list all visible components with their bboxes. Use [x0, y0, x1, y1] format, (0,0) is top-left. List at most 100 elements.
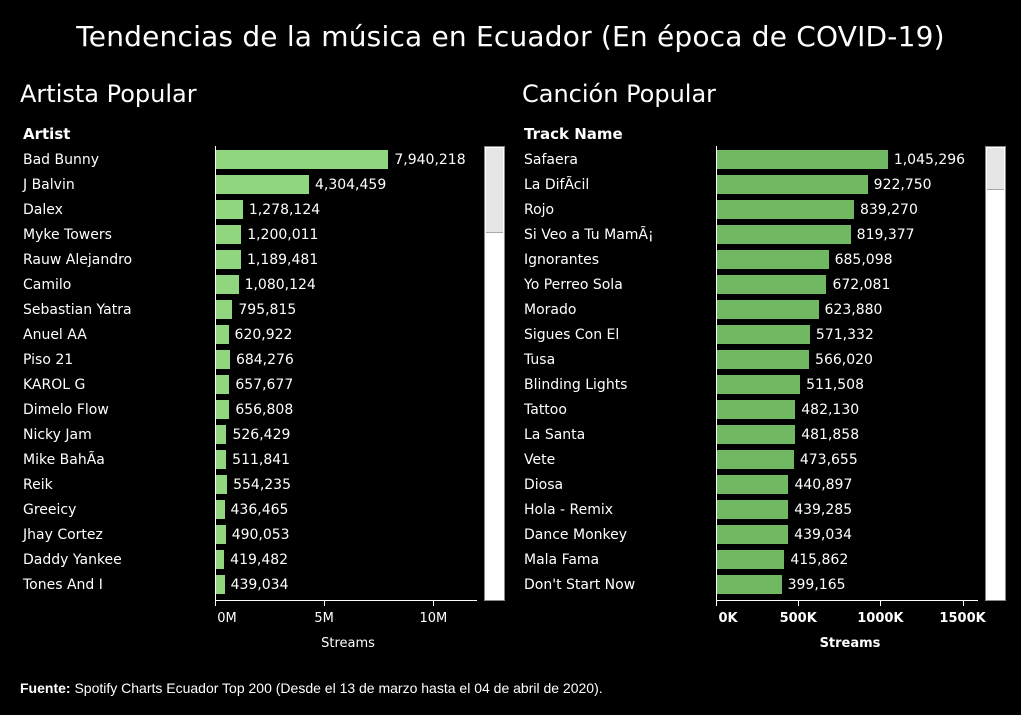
track-category-label: La DifÃcil — [524, 176, 590, 193]
track-bar-value-label: 415,862 — [790, 551, 849, 568]
track-bar[interactable] — [717, 350, 810, 369]
track-bar-value-label: 672,081 — [832, 276, 891, 293]
artist-bar[interactable] — [216, 200, 243, 219]
track-bar[interactable] — [717, 300, 819, 319]
artist-bar-value-label: 4,304,459 — [314, 176, 387, 193]
source-label: Fuente: — [20, 680, 71, 696]
artist-bar-value-label: 419,482 — [230, 551, 289, 568]
track-bar[interactable] — [717, 450, 794, 469]
artist-bar[interactable] — [216, 475, 228, 494]
track-x-axis-title: Streams — [819, 636, 881, 651]
track-bar[interactable] — [717, 550, 785, 569]
track-category-label: Blinding Lights — [524, 376, 628, 393]
track-bar[interactable] — [717, 325, 810, 344]
artist-scrollbar-thumb[interactable] — [486, 148, 503, 233]
track-axis-vertical-line — [716, 146, 717, 601]
track-bar-value-label: 566,020 — [815, 351, 873, 368]
artist-bar-value-label: 554,235 — [233, 476, 291, 493]
track-axis-tick — [880, 600, 882, 606]
track-category-label: Tusa — [524, 351, 556, 368]
artist-scrollbar[interactable] — [484, 146, 505, 601]
track-bar-value-label: 439,285 — [794, 501, 853, 518]
track-bar-value-label: 839,270 — [859, 201, 918, 218]
artist-axis-tick — [433, 600, 435, 606]
track-category-label: Ignorantes — [524, 251, 600, 268]
track-bar[interactable] — [717, 400, 796, 419]
artist-axis-tick-label: 5M — [314, 611, 334, 626]
artist-bar-value-label: 490,053 — [231, 526, 290, 543]
track-axis-tick — [716, 600, 717, 606]
artist-bar-value-label: 795,815 — [238, 301, 297, 318]
artist-axis-tick-label: 0M — [217, 611, 237, 626]
track-scrollbar-thumb[interactable] — [987, 148, 1004, 190]
track-category-label: Vete — [524, 451, 556, 468]
artist-category-label: Sebastian Yatra — [23, 301, 132, 318]
artist-category-label: J Balvin — [23, 176, 75, 193]
artist-bar[interactable] — [216, 250, 241, 269]
artist-axis-vertical-line — [215, 146, 216, 601]
track-bar-value-label: 623,880 — [824, 301, 883, 318]
artist-bar[interactable] — [216, 525, 226, 544]
artist-bar[interactable] — [216, 350, 230, 369]
track-bar[interactable] — [717, 175, 868, 194]
artist-bar[interactable] — [216, 575, 225, 594]
track-bar[interactable] — [717, 475, 789, 494]
artist-bar[interactable] — [216, 275, 239, 294]
artist-bar[interactable] — [216, 325, 229, 344]
track-bar[interactable] — [717, 525, 789, 544]
track-bar[interactable] — [717, 375, 801, 394]
track-bar[interactable] — [717, 425, 796, 444]
artist-category-label: Dimelo Flow — [23, 401, 109, 418]
track-bar[interactable] — [717, 150, 888, 169]
artist-bar[interactable] — [216, 425, 227, 444]
track-bar-value-label: 439,034 — [794, 526, 853, 543]
track-scrollbar[interactable] — [985, 146, 1006, 601]
track-category-label: Morado — [524, 301, 577, 318]
track-category-label: La Santa — [524, 426, 586, 443]
source-text: Spotify Charts Ecuador Top 200 (Desde el… — [70, 680, 603, 696]
artist-category-label: Anuel AA — [23, 326, 87, 343]
track-bar[interactable] — [717, 575, 782, 594]
artist-bar[interactable] — [216, 150, 389, 169]
artist-bar-value-label: 526,429 — [232, 426, 291, 443]
track-axis-tick — [962, 600, 964, 606]
artist-bar-value-label: 620,922 — [234, 326, 293, 343]
track-category-label: Yo Perreo Sola — [524, 276, 623, 293]
track-bar[interactable] — [717, 500, 789, 519]
artist-category-label: Myke Towers — [23, 226, 112, 243]
artist-bar[interactable] — [216, 225, 242, 244]
artist-category-label: Camilo — [23, 276, 72, 293]
artist-bar[interactable] — [216, 375, 230, 394]
artist-axis-baseline — [215, 600, 477, 601]
artist-bar-value-label: 657,677 — [235, 376, 294, 393]
track-bar[interactable] — [717, 200, 854, 219]
artist-category-label: Nicky Jam — [23, 426, 92, 443]
track-bar-value-label: 511,508 — [806, 376, 864, 393]
track-bar-value-label: 440,897 — [794, 476, 853, 493]
artist-category-label: Dalex — [23, 201, 63, 218]
artist-bar-value-label: 439,034 — [230, 576, 289, 593]
track-bar[interactable] — [717, 225, 851, 244]
track-bar-value-label: 482,130 — [801, 401, 860, 418]
artist-bar[interactable] — [216, 175, 309, 194]
track-category-label: Hola - Remix — [524, 501, 614, 518]
track-bar-value-label: 819,377 — [856, 226, 915, 243]
dashboard-title: Tendencias de la música en Ecuador (En é… — [76, 20, 945, 53]
artist-bar[interactable] — [216, 450, 227, 469]
artist-category-label: Greeicy — [23, 501, 77, 518]
artist-bar[interactable] — [216, 550, 225, 569]
track-bar-value-label: 1,045,296 — [893, 151, 966, 168]
artist-bar-value-label: 656,808 — [235, 401, 294, 418]
artist-bar[interactable] — [216, 500, 225, 519]
track-category-label: Mala Fama — [524, 551, 600, 568]
track-category-label: Safaera — [524, 151, 578, 168]
artist-bar-value-label: 684,276 — [235, 351, 294, 368]
artist-category-label: Reik — [23, 476, 53, 493]
artist-bar[interactable] — [216, 400, 230, 419]
artist-bar[interactable] — [216, 300, 233, 319]
track-bar[interactable] — [717, 250, 829, 269]
artist-column-header: Artist — [23, 125, 71, 143]
artist-category-label: Piso 21 — [23, 351, 74, 368]
artist-bar-value-label: 511,841 — [232, 451, 291, 468]
track-bar[interactable] — [717, 275, 827, 294]
